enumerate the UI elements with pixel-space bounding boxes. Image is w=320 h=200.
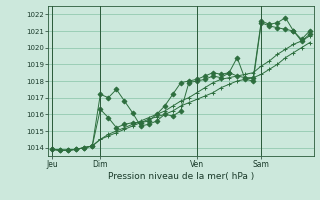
X-axis label: Pression niveau de la mer( hPa ): Pression niveau de la mer( hPa ) bbox=[108, 172, 254, 181]
